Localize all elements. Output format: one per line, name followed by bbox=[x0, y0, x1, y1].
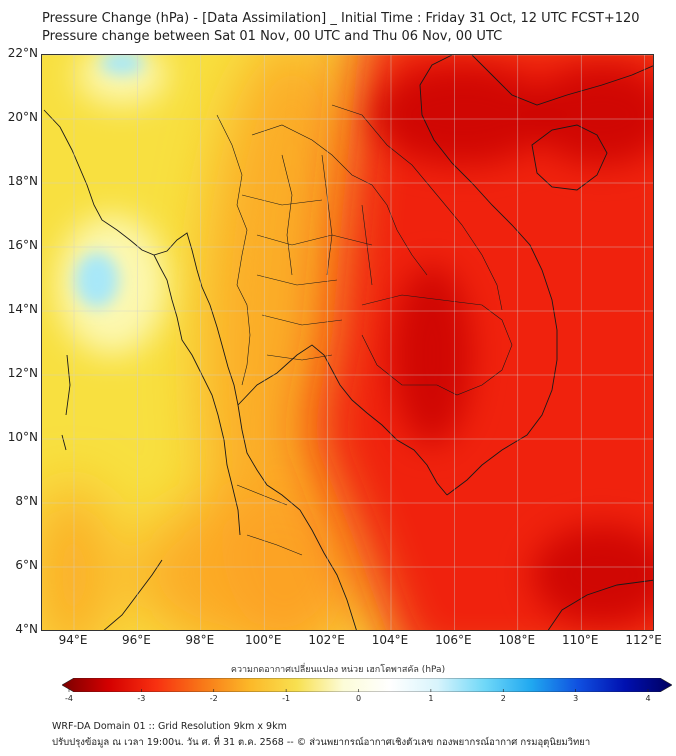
borders bbox=[216, 104, 513, 556]
latitude-tick-label: 8°N bbox=[15, 494, 38, 508]
latitude-tick-label: 18°N bbox=[7, 174, 38, 188]
gulf-of-thailand-coast bbox=[237, 344, 448, 496]
longitude-tick-label: 94°E bbox=[58, 633, 88, 647]
latitude-tick-label: 4°N bbox=[15, 622, 38, 636]
latitude-tick-label: 20°N bbox=[7, 110, 38, 124]
longitude-tick-label: 112°E bbox=[625, 633, 662, 647]
longitude-tick-label: 108°E bbox=[498, 633, 536, 647]
longitude-tick-label: 100°E bbox=[244, 633, 282, 647]
field-layer-red bbox=[312, 55, 653, 630]
longitude-tick-label: 104°E bbox=[371, 633, 409, 647]
provincial-lines bbox=[236, 154, 373, 556]
laos-vietnam-border bbox=[331, 104, 503, 311]
latitude-tick-label: 6°N bbox=[15, 558, 38, 572]
colorbar-tick-label: -4 bbox=[65, 694, 73, 703]
cambodia-border bbox=[361, 294, 513, 396]
colorbar-tick-label: -3 bbox=[137, 694, 146, 703]
colorbar-tick-label: 0 bbox=[355, 694, 362, 703]
footer-model-info: WRF-DA Domain 01 :: Grid Resolution 9km … bbox=[52, 721, 287, 732]
colorbar-gradient bbox=[62, 678, 672, 692]
pressure-change-map bbox=[41, 54, 654, 631]
map-subtitle: Pressure change between Sat 01 Nov, 00 U… bbox=[42, 29, 503, 44]
thai-laos-border bbox=[251, 124, 428, 276]
footer-credit: ปรับปรุงข้อมูล ณ เวลา 19:00น. วัน ศ. ที่… bbox=[52, 737, 591, 748]
myanmar-bay-coast bbox=[43, 109, 357, 630]
borneo-coast bbox=[547, 579, 653, 630]
latitude-tick-label: 12°N bbox=[7, 366, 38, 380]
longitude-tick-label: 110°E bbox=[561, 633, 599, 647]
colorbar-tick-label: 1 bbox=[428, 694, 434, 703]
field-layer-dark-red bbox=[372, 65, 653, 625]
longitude-tick-label: 98°E bbox=[185, 633, 215, 647]
latitude-tick-label: 22°N bbox=[7, 46, 38, 60]
sumatra-coast bbox=[103, 559, 163, 630]
hainan-island bbox=[531, 124, 608, 191]
colorbar-tick-label: 3 bbox=[573, 694, 579, 703]
latitude-tick-label: 14°N bbox=[7, 302, 38, 316]
longitude-tick-label: 96°E bbox=[121, 633, 151, 647]
colorbar-tick-label: -2 bbox=[209, 694, 218, 703]
colorbar-caption: ความกดอากาศเปลี่ยนแปลง หน่วย เฮกโตพาสคัล… bbox=[230, 665, 446, 675]
map-title: Pressure Change (hPa) - [Data Assimilati… bbox=[42, 11, 640, 26]
colorbar-tick-label: -1 bbox=[282, 694, 291, 703]
field-layer-blue bbox=[75, 55, 144, 308]
latitude-tick-label: 16°N bbox=[7, 238, 38, 252]
thai-myanmar-border bbox=[216, 114, 251, 386]
longitude-tick-label: 106°E bbox=[435, 633, 472, 647]
graticule bbox=[42, 55, 653, 630]
colorbar-tick-label: 4 bbox=[645, 694, 651, 703]
cambodia-vietnam-coast bbox=[419, 55, 558, 496]
andaman-islands bbox=[61, 354, 71, 451]
colorbar bbox=[62, 678, 672, 692]
latitude-tick-label: 10°N bbox=[7, 430, 38, 444]
colorbar-tick-label: 2 bbox=[500, 694, 506, 703]
china-coast bbox=[471, 55, 653, 106]
longitude-tick-label: 102°E bbox=[308, 633, 345, 647]
